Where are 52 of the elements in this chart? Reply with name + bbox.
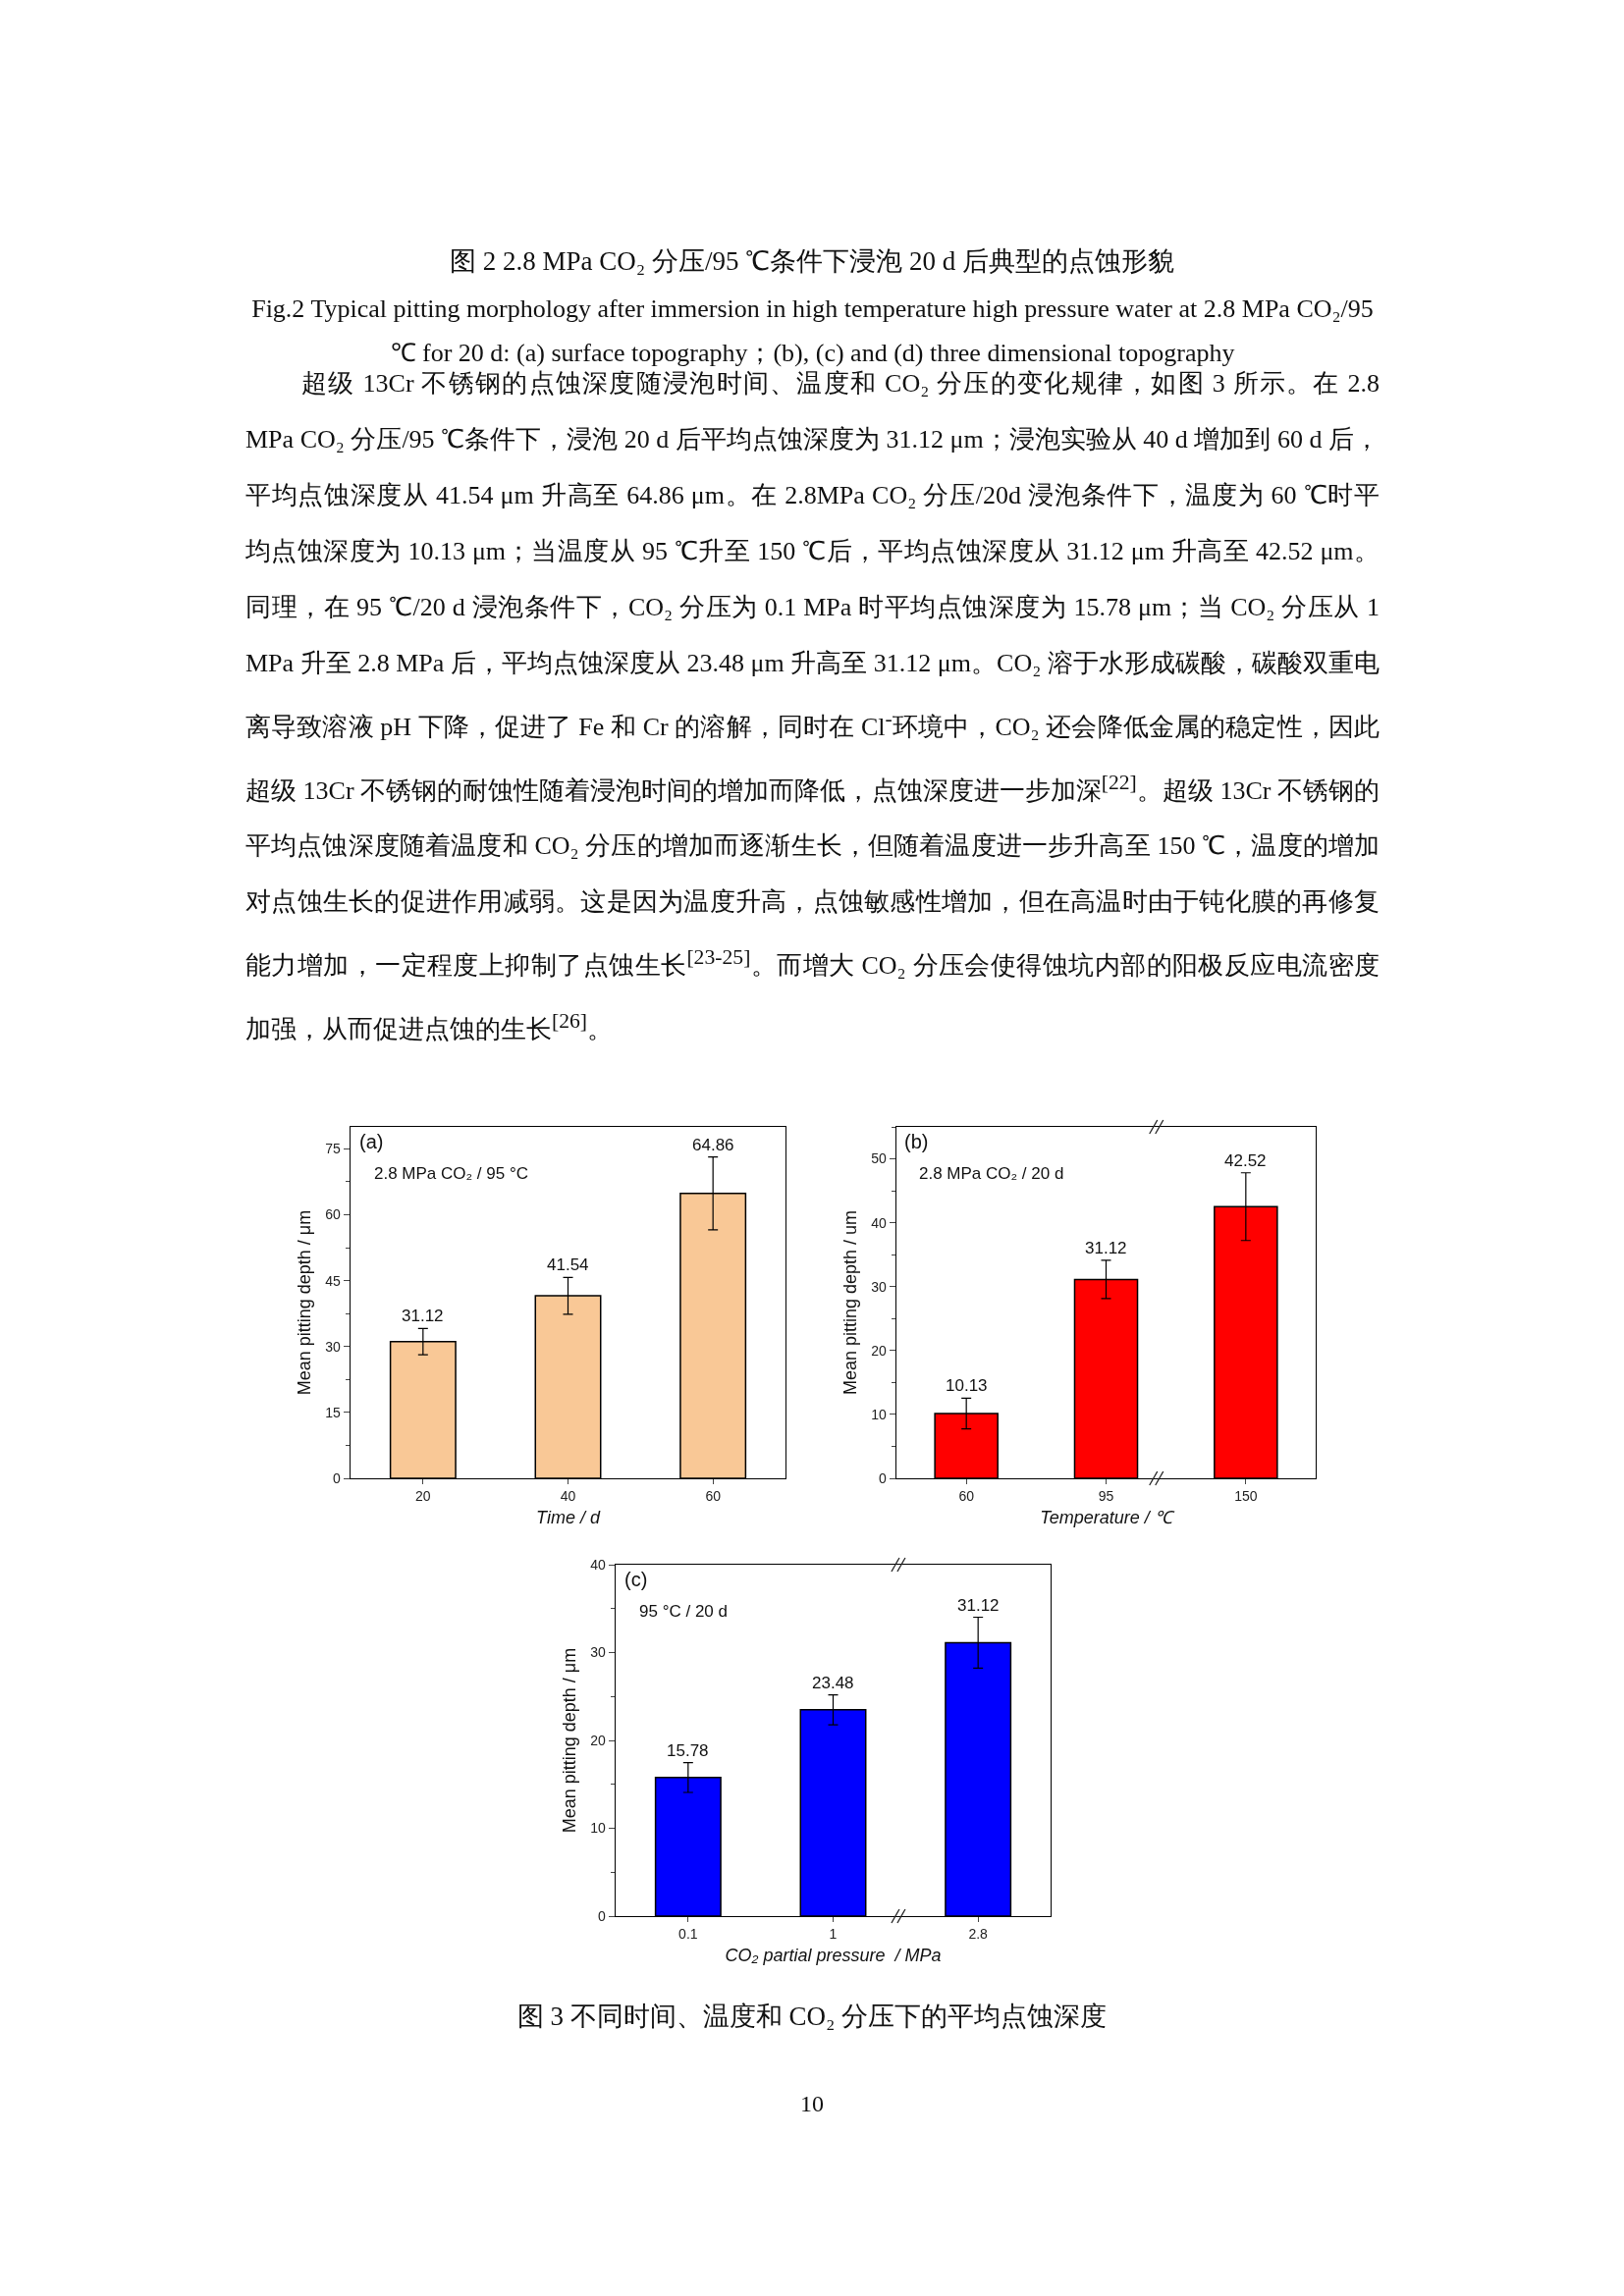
annotation: (a)	[359, 1131, 384, 1152]
text: 超级 13Cr 不锈钢的点蚀深度随浸泡时间、温度和 CO₂ 分压的变化规律，如图 3 所示。在 2.8 MPa CO₂ 分压/95 ℃条件下，浸泡 20 d 后平均点蚀深度为 31.12 μm；浸泡实验从 40 d 增加到 60 d 后，平均点蚀深度从 41.54 μm 升高至 64.86 μm。在 2.8MPa CO₂ 分压/20d 浸泡条件下，温度为 60 ℃时平均点蚀深度为 10.13 μm；当温度从 95 ℃升至 150 ℃后，平均点蚀深度从 31.12 μm 升高至 42.52 μm。同理，在 95 ℃/20 d 浸泡条件下，CO₂ 分压为 0.1 MPa 时平均点蚀深度为 15.78 μm；当 CO₂ 分压从 1 MPa 升至 2.8 MPa 后，平均点蚀深度从 23.48 μm 升高至 31.12 μm。CO₂ 溶于水形成碳酸，碳酸双重电离导致溶液 pH 下降，促进了 Fe 和 Cr 的溶解，同时在 Cl$^{-}$环境中，CO₂ 还会降低金属的稳定性，因此超级 13Cr 不锈钢的耐蚀性随着浸泡时间的增加而降低，点蚀深度进一步加深$^{[22]}$。超级 13Cr 不锈钢的平均点蚀深度随着温度和 CO₂ 分压的增加而逐渐生长，但随着温度进一步升高至 150 ℃，温度的增加对点蚀生长的促进作用减弱。这是因为温度升高，点蚀敏感性增加，但在高温时由于钝化膜的再修复能力增加，一定程度上抑制了点蚀生长$^{[23-25]}$。而增大 CO₂ 分压会使得蚀坑内部的阳极反应电流密度加强，从而促进点蚀的生长$^{[26]}$。	[245, 369, 1380, 1043]
x-axis-title: Time / d	[536, 1508, 601, 1528]
x-tick-label: 150	[1234, 1488, 1258, 1505]
annotation: 2.8 MPa CO₂ / 95 °C	[374, 1164, 529, 1183]
annotation: (c)	[624, 1569, 648, 1590]
y-tick-label: 20	[590, 1732, 607, 1748]
y-tick-label: 40	[871, 1214, 888, 1231]
y-axis-title: Mean pitting depth / μm	[559, 1647, 579, 1834]
data-label: 41.54	[547, 1255, 589, 1274]
data-label: 64.86	[692, 1136, 734, 1154]
data-label: 31.12	[402, 1307, 444, 1325]
y-tick-label: 75	[325, 1141, 342, 1157]
x-axis-title: CO₂ partial pressure / MPa	[725, 1946, 942, 1966]
x-tick-label: 60	[958, 1488, 975, 1505]
caption: 图 2 2.8 MPa CO₂ 分压/95 ℃条件下浸泡 20 d 后典型的点蚀形貌	[449, 245, 1175, 278]
y-axis-title: Mean pitting depth / μm	[294, 1209, 314, 1396]
y-tick-label: 0	[879, 1469, 888, 1486]
x-tick-label: 2.8	[968, 1926, 989, 1943]
data-label: 15.78	[667, 1741, 709, 1760]
y-tick-label: 30	[871, 1278, 888, 1295]
y-tick-label: 30	[590, 1644, 607, 1661]
y-tick-label: 40	[590, 1556, 607, 1573]
y-tick-label: 0	[333, 1469, 342, 1486]
x-tick-label: 20	[415, 1488, 431, 1505]
y-tick-label: 10	[871, 1406, 888, 1422]
x-tick-label: 1	[829, 1926, 838, 1943]
data-label: 31.12	[1085, 1239, 1127, 1257]
caption: 图 3 不同时间、温度和 CO₂ 分压下的平均点蚀深度	[515, 2001, 1109, 2033]
x-axis-title: Temperature / ℃	[1040, 1508, 1175, 1528]
y-tick-label: 45	[325, 1272, 342, 1289]
annotation: 95 °C / 20 d	[639, 1602, 728, 1621]
text: 10	[799, 2090, 825, 2118]
x-tick-label: 60	[705, 1488, 722, 1505]
y-tick-label: 15	[325, 1404, 342, 1420]
y-tick-label: 10	[590, 1820, 607, 1837]
annotation: 2.8 MPa CO₂ / 20 d	[919, 1164, 1064, 1183]
y-tick-label: 30	[325, 1338, 342, 1355]
y-tick-label: 60	[325, 1206, 342, 1223]
data-label: 31.12	[957, 1596, 1000, 1615]
data-label: 10.13	[946, 1376, 988, 1395]
x-tick-label: 95	[1098, 1488, 1114, 1505]
data-label: 42.52	[1224, 1151, 1267, 1170]
y-tick-label: 0	[598, 1907, 607, 1924]
y-axis-title: Mean pitting depth / um	[839, 1209, 860, 1396]
y-tick-label: 20	[871, 1342, 888, 1359]
data-label: 23.48	[812, 1674, 854, 1692]
annotation: (b)	[904, 1131, 929, 1152]
caption: Fig.2 Typical pitting morphology after immersion in high temperature high pressure water at 2.8 MPa CO₂/95 ℃ for 20 d: (a) surface topography；(b), (c) and (d) three dimensional topography	[251, 294, 1374, 367]
x-tick-label: 40	[560, 1488, 576, 1505]
y-tick-label: 50	[871, 1150, 888, 1167]
x-tick-label: 0.1	[678, 1926, 698, 1943]
